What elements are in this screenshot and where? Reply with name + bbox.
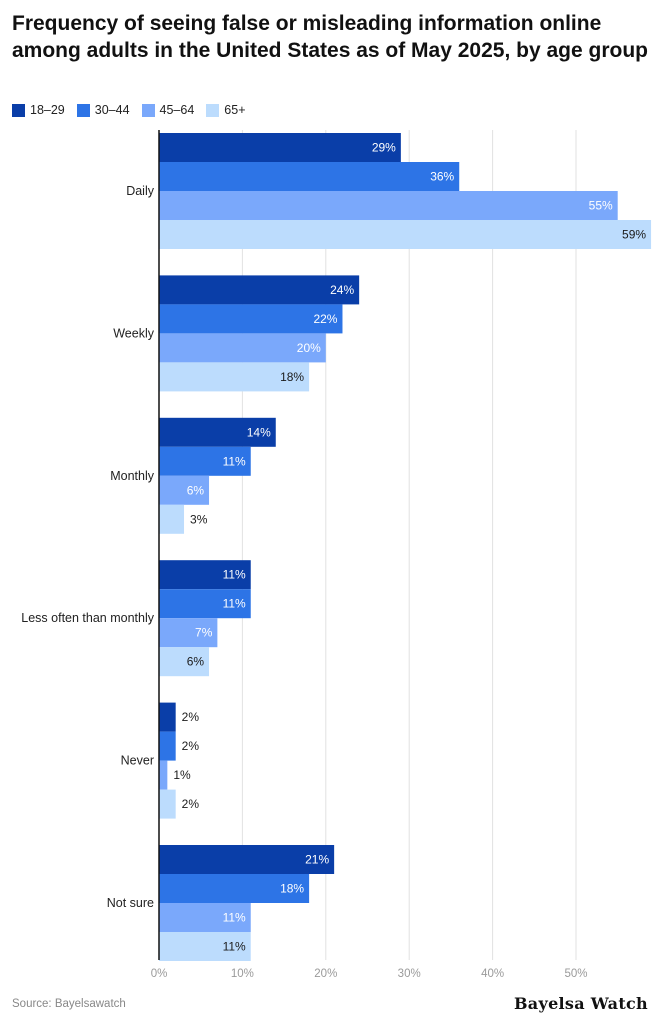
category-label: Not sure [107, 896, 154, 910]
category-label: Monthly [110, 469, 155, 483]
data-label: 2% [182, 710, 200, 724]
legend-item-45-64: 45–64 [141, 103, 195, 117]
x-tick-label: 50% [564, 968, 587, 980]
data-label: 36% [430, 170, 454, 184]
chart-title: Frequency of seeing false or misleading … [12, 12, 648, 62]
bar [159, 333, 326, 363]
bar [159, 932, 251, 961]
bar [159, 789, 176, 819]
category-label: Never [121, 754, 154, 768]
legend-label-18-29: 18–29 [30, 103, 65, 117]
bar [159, 702, 176, 732]
legend: 18–29 30–44 45–64 65+ [12, 103, 246, 117]
legend-item-30-44: 30–44 [76, 103, 130, 117]
bar [159, 446, 251, 476]
data-label: 20% [297, 341, 321, 355]
bar [159, 618, 218, 648]
x-tick-label: 40% [481, 968, 504, 980]
legend-label-45-64: 45–64 [159, 103, 195, 117]
data-label: 6% [187, 483, 205, 497]
bar [159, 504, 185, 534]
bar [159, 275, 360, 305]
data-label: 11% [223, 940, 246, 954]
legend-item-65-plus: 65+ [206, 103, 246, 117]
data-label: 1% [173, 768, 191, 782]
data-label: 11% [223, 911, 246, 925]
data-label: 29% [372, 141, 396, 155]
bar [159, 647, 210, 677]
data-label: 21% [305, 853, 329, 867]
data-label: 24% [330, 283, 354, 297]
legend-swatch-65-plus [206, 103, 220, 117]
data-label: 22% [313, 312, 337, 326]
data-label: 55% [589, 199, 613, 213]
brand-logo: Bayelsa Watch [513, 994, 648, 1013]
data-label: 3% [190, 512, 208, 526]
bar [159, 417, 276, 447]
data-label: 14% [247, 425, 271, 439]
x-tick-label: 0% [151, 968, 168, 980]
data-label: 7% [195, 626, 213, 640]
legend-item-18-29: 18–29 [12, 103, 65, 117]
bar [159, 560, 251, 590]
data-label: 11% [223, 454, 246, 468]
data-label: 11% [223, 597, 246, 611]
category-label: Less often than monthly [21, 611, 154, 625]
data-label: 18% [280, 882, 304, 896]
data-label: 11% [223, 568, 246, 582]
bar [159, 162, 460, 191]
data-label: 18% [280, 370, 304, 384]
bar [159, 191, 618, 220]
source-note: Source: Bayelsawatch [12, 998, 126, 1010]
bar [159, 845, 335, 874]
x-tick-label: 30% [398, 968, 421, 980]
legend-swatch-18-29 [12, 103, 25, 117]
data-label: 59% [622, 228, 646, 242]
legend-swatch-30-44 [76, 103, 90, 117]
category-label: Daily [126, 184, 155, 198]
bar [159, 362, 310, 392]
bar [159, 903, 251, 932]
data-label: 6% [187, 655, 205, 669]
bar [159, 304, 343, 334]
data-label: 2% [182, 739, 200, 753]
bar [159, 760, 168, 790]
bar [159, 133, 401, 162]
bar [159, 874, 310, 903]
legend-label-30-44: 30–44 [94, 103, 130, 117]
x-tick-label: 20% [314, 968, 337, 980]
legend-label-65-plus: 65+ [224, 103, 246, 117]
bar [159, 731, 176, 761]
bar [159, 220, 652, 249]
category-label: Weekly [113, 326, 155, 340]
x-tick-label: 10% [231, 968, 254, 980]
data-label: 2% [182, 797, 200, 811]
bar [159, 589, 251, 619]
bar [159, 475, 210, 505]
legend-swatch-45-64 [141, 103, 155, 117]
